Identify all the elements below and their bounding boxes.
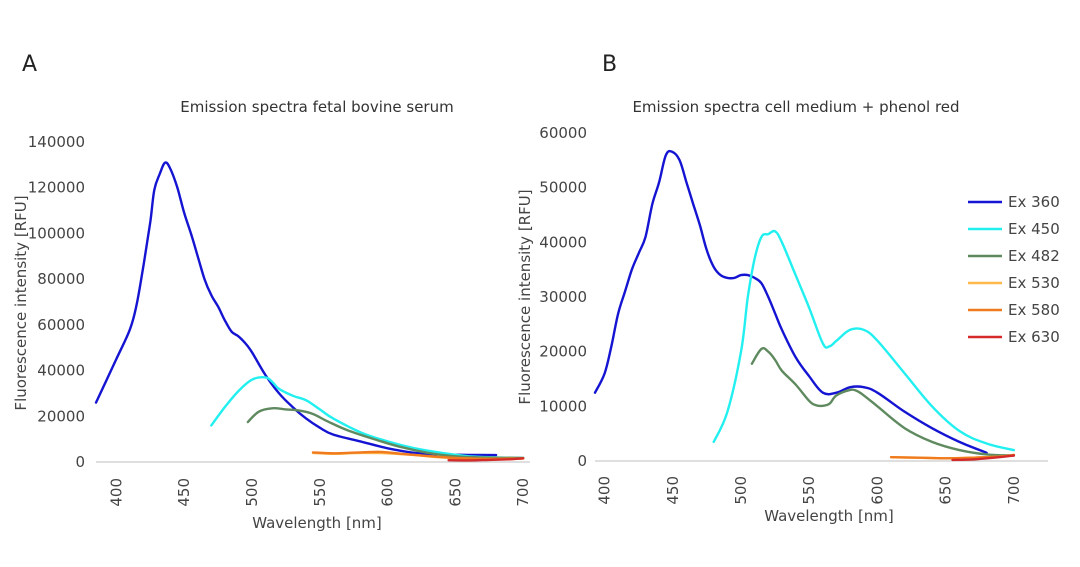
- chart-b-y-tick-label: 0: [577, 452, 587, 470]
- chart-b-legend-label: Ex 360: [1008, 193, 1060, 211]
- chart-b-title: Emission spectra cell medium + phenol re…: [632, 98, 959, 116]
- chart-a-x-tick-label: 600: [379, 478, 397, 507]
- chart-b-series-ex-360: [593, 149, 988, 454]
- chart-a-y-tick-label: 120000: [28, 179, 85, 197]
- chart-a-title: Emission spectra fetal bovine serum: [180, 98, 453, 116]
- chart-b-x-axis-label: Wavelength [nm]: [764, 507, 894, 525]
- chart-b-y-tick-label: 60000: [539, 124, 587, 142]
- chart-a-panel-letter: A: [22, 52, 37, 77]
- chart-a-y-tick-label: 60000: [37, 316, 85, 334]
- chart-a-y-axis-label: Fluorescence intensity [RFU]: [12, 195, 30, 410]
- chart-a-x-tick-label: 650: [446, 478, 464, 507]
- chart-b-legend-label: Ex 482: [1008, 247, 1060, 265]
- chart-a-series-ex-482: [246, 407, 525, 460]
- chart-b-series-ex-630: [951, 454, 1016, 462]
- chart-b-panel-letter: B: [602, 52, 617, 77]
- chart-a-x-tick-label: 450: [175, 478, 193, 507]
- chart-a-series-ex-630: [447, 457, 525, 462]
- chart-b-legend-item: Ex 482: [968, 247, 1060, 265]
- chart-b-legend-item: Ex 580: [968, 301, 1060, 319]
- chart-b-x-tick-label: 700: [1005, 476, 1023, 505]
- chart-a-y-tick-label: 100000: [28, 224, 85, 242]
- chart-b-y-tick-label: 20000: [539, 343, 587, 361]
- chart-b-x-tick-label: 450: [664, 476, 682, 505]
- chart-a-x-axis-label: Wavelength [nm]: [252, 514, 382, 532]
- chart-b-series-ex-450: [712, 229, 1016, 452]
- chart-a-series-ex-450: [210, 376, 525, 460]
- chart-a-x-tick-label: 500: [243, 478, 261, 507]
- chart-b-legend-label: Ex 530: [1008, 274, 1060, 292]
- chart-b-series-ex-482: [750, 346, 1016, 457]
- chart-b-y-tick-label: 30000: [539, 288, 587, 306]
- chart-a-series-ex-360: [94, 161, 498, 457]
- chart-b-y-tick-label: 10000: [539, 397, 587, 415]
- chart-b-legend-item: Ex 530: [968, 274, 1060, 292]
- chart-b-legend-item: Ex 630: [968, 328, 1060, 346]
- chart-a-x-tick-label: 550: [311, 478, 329, 507]
- chart-a-y-tick-label: 140000: [28, 133, 85, 151]
- chart-b-legend-label: Ex 580: [1008, 301, 1060, 319]
- chart-b-y-axis-label: Fluorescence intensity [RFU]: [516, 189, 534, 404]
- chart-b-x-tick-label: 500: [732, 476, 750, 505]
- chart-a-y-tick-label: 40000: [37, 362, 85, 380]
- chart-a-y-tick-label: 20000: [37, 407, 85, 425]
- chart-b-legend-label: Ex 630: [1008, 328, 1060, 346]
- chart-b-x-tick-label: 600: [868, 476, 886, 505]
- chart-a: A Emission spectra fetal bovine serum Wa…: [12, 52, 532, 532]
- chart-b-y-tick-label: 50000: [539, 179, 587, 197]
- chart-a-x-tick-label: 700: [514, 478, 532, 507]
- chart-a-x-tick-label: 400: [107, 478, 125, 507]
- chart-b-x-tick-label: 400: [596, 476, 614, 505]
- chart-b-x-tick-label: 550: [800, 476, 818, 505]
- chart-a-y-tick-label: 0: [75, 453, 85, 471]
- chart-a-y-tick-label: 80000: [37, 270, 85, 288]
- chart-b: B Emission spectra cell medium + phenol …: [516, 52, 1060, 525]
- chart-b-legend-item: Ex 360: [968, 193, 1060, 211]
- chart-b-legend-item: Ex 450: [968, 220, 1060, 238]
- chart-b-legend-label: Ex 450: [1008, 220, 1060, 238]
- chart-b-y-tick-label: 40000: [539, 233, 587, 251]
- chart-b-x-tick-label: 650: [937, 476, 955, 505]
